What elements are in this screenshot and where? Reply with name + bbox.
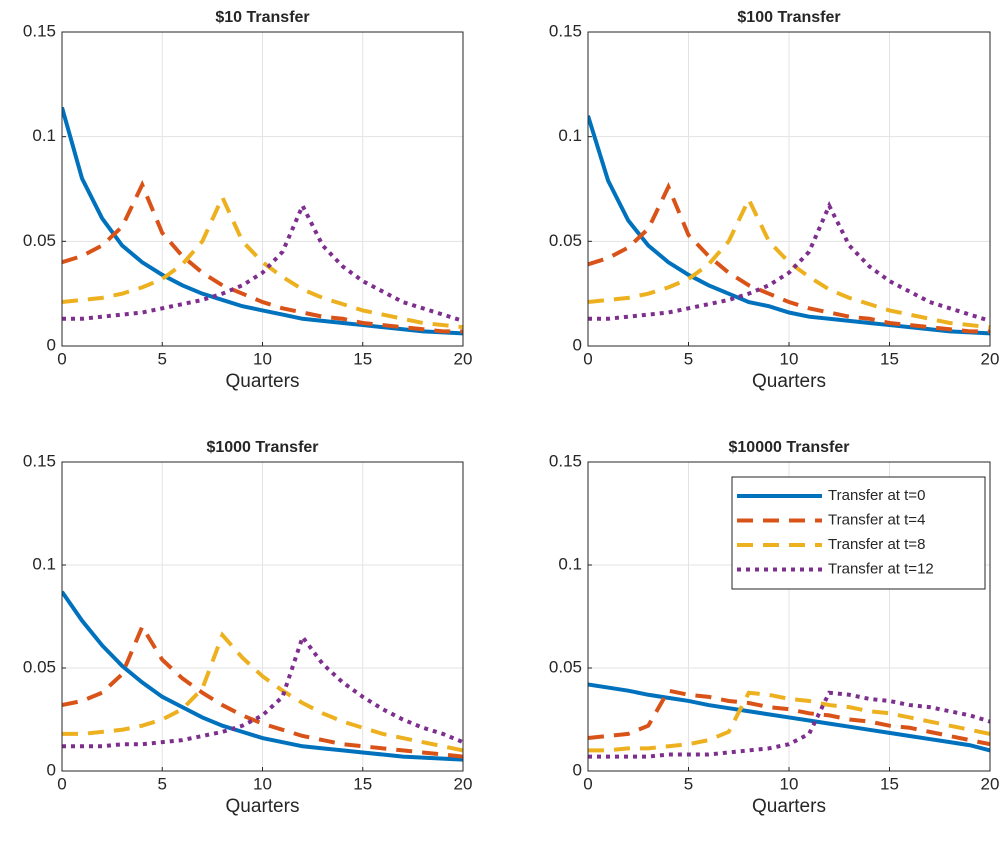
x-tick-label: 5 bbox=[158, 774, 167, 793]
x-tick-label: 5 bbox=[684, 774, 693, 793]
axes-box bbox=[587, 461, 991, 772]
y-tick-label: 0.05 bbox=[549, 657, 582, 676]
legend-label: Transfer at t=0 bbox=[828, 487, 925, 504]
y-tick-label: 0.1 bbox=[32, 554, 56, 573]
series-line bbox=[588, 690, 990, 759]
x-tick-label: 20 bbox=[454, 349, 473, 368]
y-tick-label: 0.1 bbox=[558, 126, 582, 145]
series-line bbox=[62, 622, 463, 759]
series-line bbox=[62, 631, 463, 753]
series-line bbox=[588, 201, 990, 323]
x-tick-label: 10 bbox=[253, 349, 272, 368]
plot-lines bbox=[62, 106, 463, 336]
x-axis-label: Quarters bbox=[226, 371, 300, 392]
series-line bbox=[62, 590, 463, 762]
x-tick-label: 20 bbox=[981, 349, 1000, 368]
y-tick-label: 0.05 bbox=[549, 231, 582, 250]
y-tick-label: 0.15 bbox=[23, 451, 56, 470]
series-line bbox=[62, 179, 463, 334]
subplot-title: $10000 Transfer bbox=[729, 439, 850, 456]
y-tick-label: 0 bbox=[47, 335, 56, 354]
x-axis-label: Quarters bbox=[226, 796, 300, 817]
series-line bbox=[588, 182, 990, 334]
y-tick-label: 0.1 bbox=[558, 554, 582, 573]
subplot-title: $10 Transfer bbox=[215, 9, 309, 26]
series-line bbox=[62, 201, 463, 323]
y-tick-label: 0.1 bbox=[32, 126, 56, 145]
x-tick-label: 0 bbox=[583, 349, 592, 368]
legend-label: Transfer at t=12 bbox=[828, 560, 934, 577]
series-line bbox=[62, 106, 463, 336]
y-tick-label: 0.05 bbox=[23, 231, 56, 250]
x-axis-label: Quarters bbox=[752, 796, 826, 817]
x-tick-label: 0 bbox=[57, 774, 66, 793]
plot-lines bbox=[62, 590, 463, 762]
x-tick-label: 10 bbox=[253, 774, 272, 793]
plot-lines bbox=[588, 682, 990, 759]
x-tick-label: 5 bbox=[158, 349, 167, 368]
series-line bbox=[588, 682, 990, 753]
x-tick-label: 5 bbox=[684, 349, 693, 368]
legend-label: Transfer at t=4 bbox=[828, 511, 925, 528]
series-line bbox=[62, 192, 463, 330]
x-tick-label: 20 bbox=[454, 774, 473, 793]
series-line bbox=[588, 194, 990, 330]
subplot-title: $1000 Transfer bbox=[206, 439, 318, 456]
x-tick-label: 15 bbox=[353, 349, 372, 368]
x-tick-label: 15 bbox=[880, 774, 899, 793]
x-tick-label: 0 bbox=[57, 349, 66, 368]
y-tick-label: 0.05 bbox=[23, 657, 56, 676]
x-tick-label: 15 bbox=[880, 349, 899, 368]
y-tick-label: 0 bbox=[573, 760, 582, 779]
axes-box bbox=[61, 31, 464, 347]
series-line bbox=[588, 115, 990, 336]
axes-box bbox=[587, 31, 991, 347]
subplot-title: $100 Transfer bbox=[737, 9, 840, 26]
x-tick-label: 10 bbox=[780, 349, 799, 368]
axes-box bbox=[61, 461, 464, 772]
legend-label: Transfer at t=8 bbox=[828, 536, 925, 553]
y-tick-label: 0.15 bbox=[23, 21, 56, 40]
y-tick-label: 0 bbox=[47, 760, 56, 779]
x-tick-label: 10 bbox=[780, 774, 799, 793]
x-axis-label: Quarters bbox=[752, 371, 826, 392]
x-tick-label: 20 bbox=[981, 774, 1000, 793]
series-line bbox=[588, 690, 990, 753]
plot-lines bbox=[588, 115, 990, 336]
series-line bbox=[62, 632, 463, 749]
x-tick-label: 15 bbox=[353, 774, 372, 793]
y-tick-label: 0.15 bbox=[549, 21, 582, 40]
y-tick-label: 0 bbox=[573, 335, 582, 354]
y-tick-label: 0.15 bbox=[549, 451, 582, 470]
x-tick-label: 0 bbox=[583, 774, 592, 793]
